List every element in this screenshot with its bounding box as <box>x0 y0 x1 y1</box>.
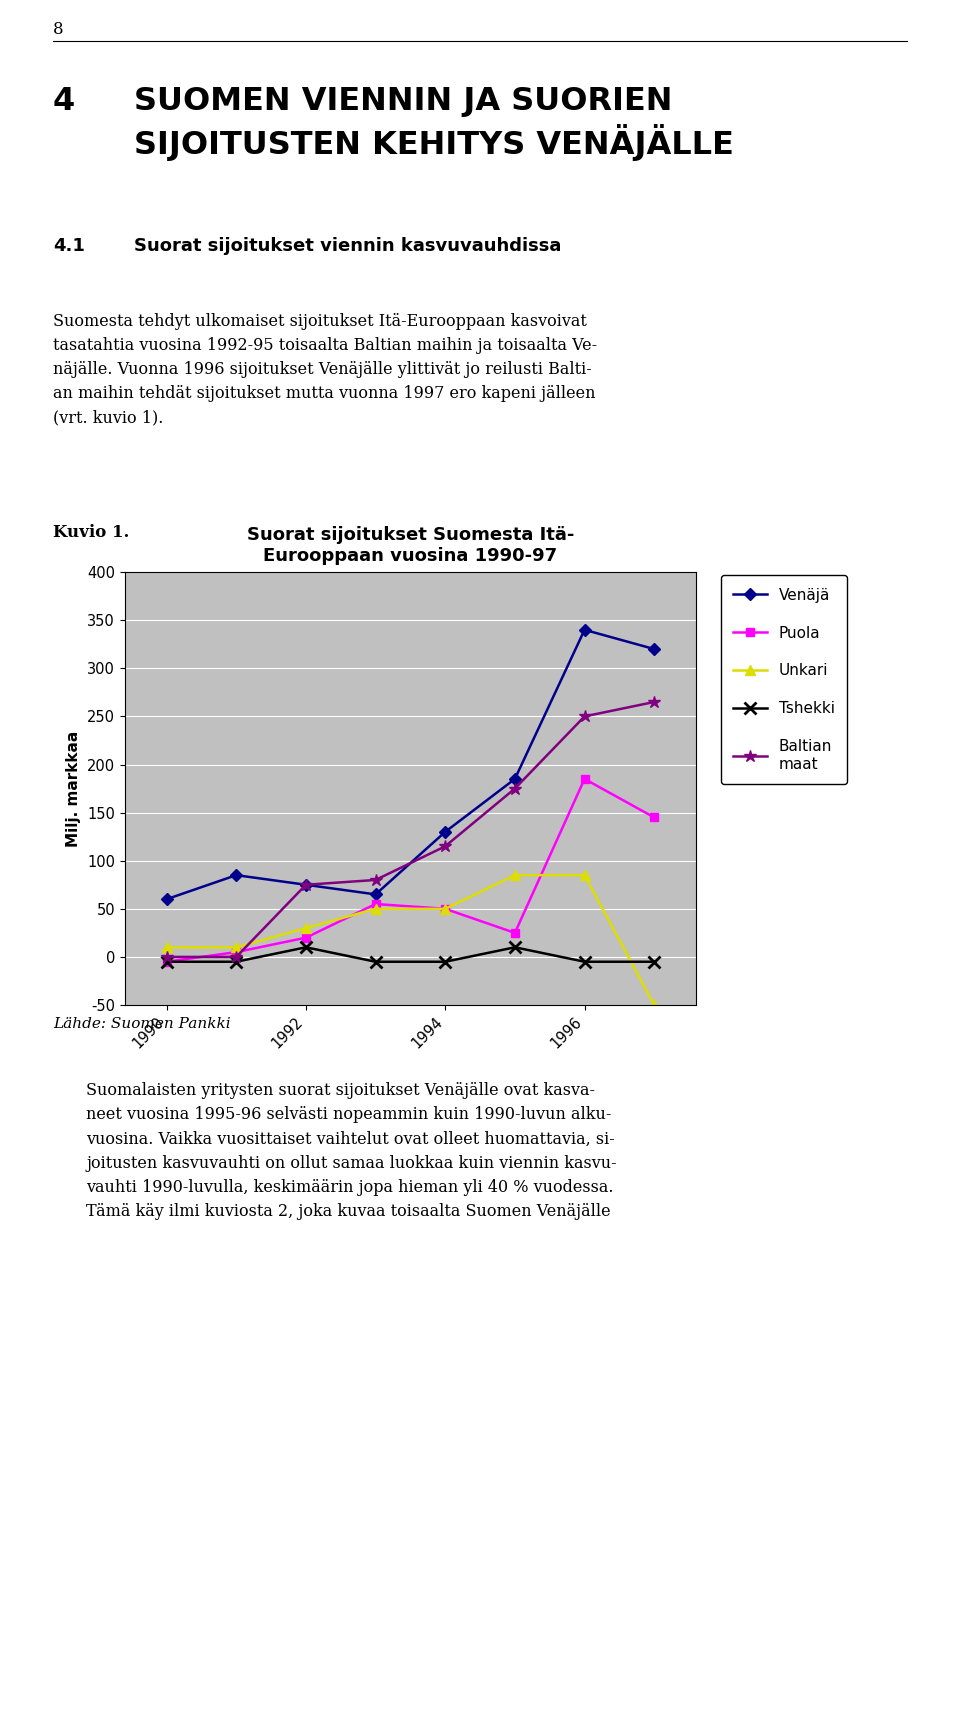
Text: Kuvio 1.: Kuvio 1. <box>53 524 130 541</box>
Unkari <box>230 936 242 957</box>
Legend: Venäjä, Puola, Unkari, Tshekki, Baltian
maat: Venäjä, Puola, Unkari, Tshekki, Baltian … <box>721 576 847 783</box>
Puola <box>230 941 242 962</box>
Tshekki <box>300 936 312 957</box>
Tshekki <box>230 952 242 972</box>
Unkari <box>579 864 590 885</box>
Text: 4.1: 4.1 <box>53 237 84 254</box>
Puola <box>161 952 173 972</box>
Text: Lähde: Suomen Pankki: Lähde: Suomen Pankki <box>53 1017 230 1031</box>
Puola <box>440 899 451 919</box>
Puola <box>648 807 660 828</box>
Unkari <box>370 899 381 919</box>
Unkari <box>300 917 312 938</box>
Puola <box>300 928 312 948</box>
Baltian
maat <box>648 692 660 713</box>
Venäjä <box>579 620 590 641</box>
Text: Suomesta tehdyt ulkomaiset sijoitukset Itä-Eurooppaan kasvoivat
tasatahtia vuosi: Suomesta tehdyt ulkomaiset sijoitukset I… <box>53 313 597 426</box>
Venäjä <box>509 768 520 789</box>
Venäjä <box>440 821 451 842</box>
Tshekki <box>161 952 173 972</box>
Baltian
maat <box>509 778 520 799</box>
Baltian
maat <box>579 706 590 727</box>
Unkari <box>161 936 173 957</box>
Line: Tshekki: Tshekki <box>161 941 660 967</box>
Baltian
maat <box>230 947 242 967</box>
Puola <box>579 768 590 789</box>
Venäjä <box>370 885 381 905</box>
Title: Suorat sijoitukset Suomesta Itä-
Eurooppaan vuosina 1990-97: Suorat sijoitukset Suomesta Itä- Euroopp… <box>247 526 574 565</box>
Line: Venäjä: Venäjä <box>162 625 659 904</box>
Baltian
maat <box>161 947 173 967</box>
Unkari <box>509 864 520 885</box>
Unkari <box>648 995 660 1015</box>
Venäjä <box>648 639 660 660</box>
Y-axis label: Milj. markkaa: Milj. markkaa <box>66 730 82 847</box>
Puola <box>370 893 381 914</box>
Line: Baltian
maat: Baltian maat <box>160 696 660 964</box>
Baltian
maat <box>300 874 312 895</box>
Text: SUOMEN VIENNIN JA SUORIEN
SIJOITUSTEN KEHITYS VENÄJÄLLE: SUOMEN VIENNIN JA SUORIEN SIJOITUSTEN KE… <box>134 86 734 161</box>
Baltian
maat <box>440 837 451 857</box>
Venäjä <box>300 874 312 895</box>
Line: Unkari: Unkari <box>161 871 660 1010</box>
Tshekki <box>648 952 660 972</box>
Line: Puola: Puola <box>162 775 659 966</box>
Text: Suorat sijoitukset viennin kasvuvauhdissa: Suorat sijoitukset viennin kasvuvauhdiss… <box>134 237 562 254</box>
Tshekki <box>579 952 590 972</box>
Venäjä <box>161 888 173 909</box>
Text: 4: 4 <box>53 86 75 117</box>
Text: 8: 8 <box>53 21 63 38</box>
Puola <box>509 923 520 943</box>
Venäjä <box>230 864 242 885</box>
Tshekki <box>509 936 520 957</box>
Unkari <box>440 899 451 919</box>
Tshekki <box>440 952 451 972</box>
Baltian
maat <box>370 869 381 890</box>
Tshekki <box>370 952 381 972</box>
Text: Suomalaisten yritysten suorat sijoitukset Venäjälle ovat kasva-
neet vuosina 199: Suomalaisten yritysten suorat sijoitukse… <box>86 1082 617 1220</box>
